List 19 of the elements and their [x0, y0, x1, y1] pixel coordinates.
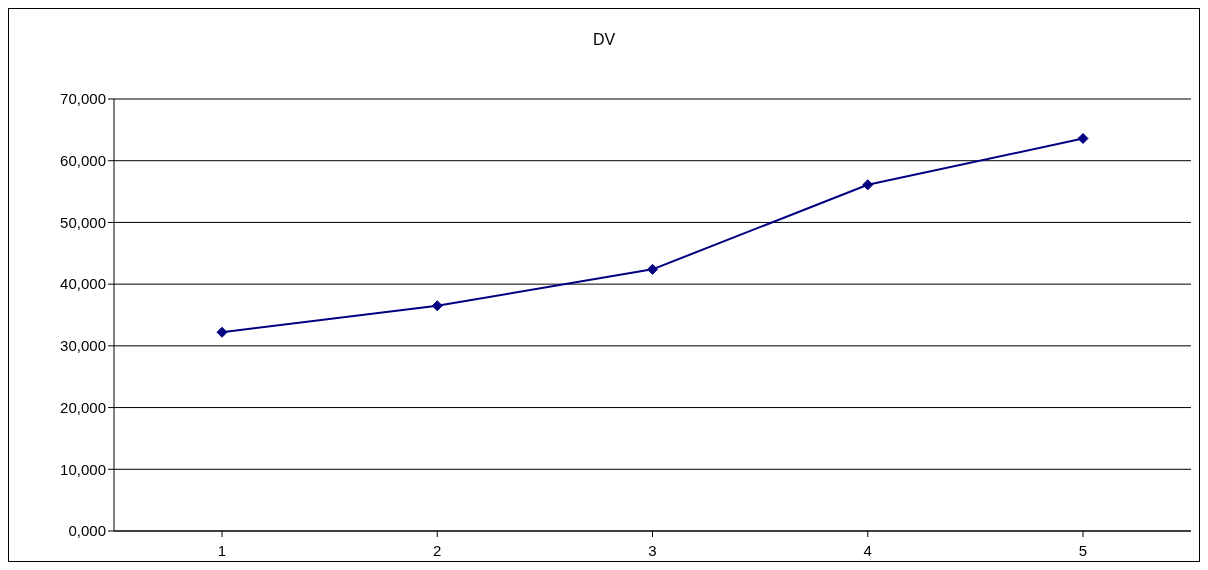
y-tick-label: 10,000	[60, 460, 106, 478]
point	[862, 179, 874, 191]
chart-title: DV	[591, 30, 617, 50]
y-tick-label: 30,000	[60, 337, 106, 355]
x-tick-label: 1	[217, 541, 227, 559]
y-tick-label: 40,000	[60, 275, 106, 293]
y-tick-label: 20,000	[60, 398, 106, 416]
x-tick-label: 5	[1078, 541, 1088, 559]
point	[431, 300, 443, 312]
y-tick-label: 50,000	[60, 213, 106, 231]
x-tick-label: 3	[648, 541, 657, 559]
x-tick-label: 4	[863, 541, 872, 559]
point	[1077, 133, 1089, 144]
point	[647, 263, 658, 275]
y-tick-label: 0,000	[68, 522, 106, 540]
x-tick-label: 2	[433, 541, 442, 559]
y-tick-label: 60,000	[60, 152, 106, 170]
y-tick-label: 70,000	[60, 90, 106, 108]
point	[216, 326, 228, 338]
